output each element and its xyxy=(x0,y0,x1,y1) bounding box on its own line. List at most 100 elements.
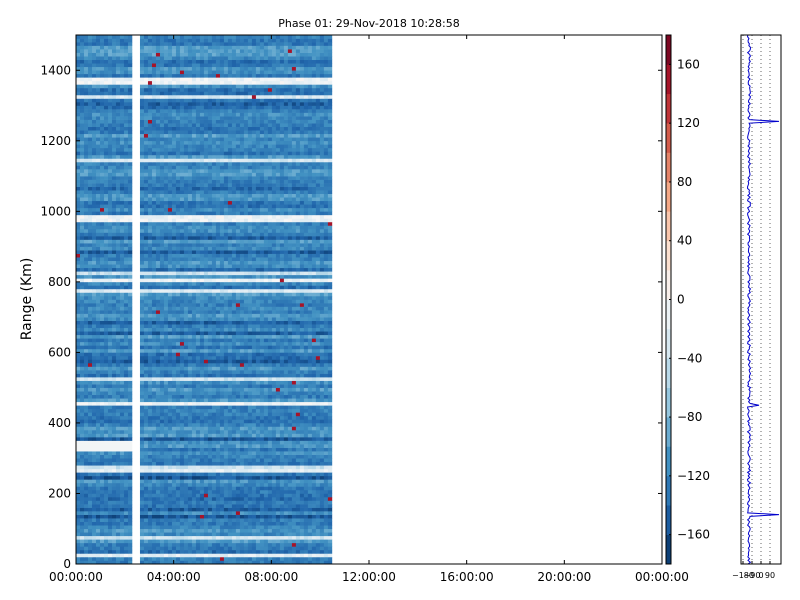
heatmap-cell xyxy=(127,380,133,385)
heatmap-cell xyxy=(275,310,281,314)
heatmap-cell xyxy=(235,521,241,526)
heatmap-cell xyxy=(159,355,165,360)
heatmap-cell xyxy=(207,331,213,336)
heatmap-cell xyxy=(195,475,201,480)
heatmap-cell xyxy=(283,391,289,396)
heatmap-cell xyxy=(311,468,317,473)
heatmap-cell xyxy=(84,320,89,325)
heatmap-cell xyxy=(175,451,181,455)
heatmap-cell xyxy=(231,444,237,448)
heatmap-cell xyxy=(243,324,249,329)
heatmap-cell xyxy=(263,437,269,441)
heatmap-cell xyxy=(303,437,309,441)
heatmap-cell xyxy=(167,362,173,367)
heatmap-cell xyxy=(275,507,281,512)
heatmap-cell xyxy=(239,352,245,357)
heatmap-cell xyxy=(159,521,165,526)
heatmap-cell xyxy=(103,334,109,339)
heatmap-cell xyxy=(207,370,213,374)
heatmap-cell xyxy=(111,549,117,554)
heatmap-cell xyxy=(95,398,101,403)
heatmap-cell xyxy=(103,405,109,410)
heatmap-cell xyxy=(80,472,85,477)
heatmap-cell xyxy=(207,348,213,353)
heatmap-cell xyxy=(219,458,225,463)
heatmap-cell xyxy=(251,288,257,293)
heatmap-cell xyxy=(271,331,277,336)
heatmap-cell xyxy=(303,359,309,364)
heatmap-cell xyxy=(279,359,285,364)
heatmap-cell xyxy=(163,504,169,508)
heatmap-cell xyxy=(283,546,289,551)
heatmap-cell xyxy=(84,281,89,286)
heatmap-cell xyxy=(323,398,329,403)
heatmap-cell xyxy=(211,405,217,410)
heatmap-cell xyxy=(143,454,149,459)
heatmap-cell xyxy=(211,327,217,332)
heatmap-cell xyxy=(267,377,273,381)
heatmap-cell xyxy=(255,338,261,343)
heatmap-cell xyxy=(223,504,229,508)
heatmap-cell xyxy=(159,394,165,399)
heatmap-cell xyxy=(307,556,313,561)
heatmap-cell xyxy=(215,380,221,385)
heatmap-cell xyxy=(247,507,253,512)
heatmap-cell xyxy=(307,338,313,343)
heatmap-cell xyxy=(247,412,253,417)
heatmap-cell xyxy=(303,303,309,307)
heatmap-cell xyxy=(311,303,317,307)
heatmap-cell xyxy=(159,310,165,314)
heatmap-cell xyxy=(151,542,157,547)
heatmap-cell xyxy=(263,408,269,413)
heatmap-cell xyxy=(199,475,205,480)
heatmap-cell xyxy=(195,482,201,487)
heatmap-cell xyxy=(287,415,293,420)
heatmap-cell xyxy=(323,338,329,343)
heatmap-cell xyxy=(263,546,269,551)
heatmap-cell xyxy=(119,440,125,445)
heatmap-cell xyxy=(171,458,177,463)
heatmap-cell xyxy=(179,394,185,399)
heatmap-cell xyxy=(303,401,309,406)
heatmap-cell xyxy=(151,419,157,424)
heatmap-cell xyxy=(279,306,285,311)
heatmap-cell xyxy=(175,295,181,300)
heatmap-cell xyxy=(311,444,317,448)
heatmap-cell xyxy=(163,518,169,522)
heatmap-cell xyxy=(175,426,181,431)
heatmap-cell xyxy=(255,285,261,290)
heatmap-cell xyxy=(319,504,325,508)
heatmap-cell xyxy=(76,440,81,445)
heatmap-cell xyxy=(231,380,237,385)
heatmap-cell xyxy=(91,444,97,448)
heatmap-cell xyxy=(259,444,265,448)
heatmap-cell xyxy=(279,521,285,526)
heatmap-cell xyxy=(163,560,169,565)
heatmap-cell xyxy=(235,281,241,286)
heatmap-cell xyxy=(255,384,261,388)
heatmap-cell xyxy=(295,324,301,329)
heatmap-cell xyxy=(311,458,317,463)
heatmap-cell xyxy=(159,362,165,367)
heatmap-cell xyxy=(191,444,197,448)
heatmap-cell xyxy=(76,496,81,501)
heatmap-cell xyxy=(95,285,101,290)
heatmap-cell xyxy=(139,542,145,547)
heatmap-cell xyxy=(199,528,205,533)
heatmap-cell xyxy=(103,366,109,371)
heatmap-cell xyxy=(159,426,165,431)
heatmap-cell xyxy=(231,384,237,388)
heatmap-cell xyxy=(103,451,109,455)
heatmap-cell xyxy=(123,451,129,455)
heatmap-cell xyxy=(159,292,165,297)
heatmap-cell xyxy=(247,422,253,427)
heatmap-cell xyxy=(115,401,121,406)
heatmap-cell xyxy=(291,412,297,417)
heatmap-cell xyxy=(175,546,181,551)
heatmap-cell xyxy=(223,373,229,378)
heatmap-cell xyxy=(327,451,333,455)
heatmap-cell xyxy=(311,489,317,494)
heatmap-cell xyxy=(203,451,209,455)
heatmap-cell xyxy=(319,401,325,406)
heatmap-cell xyxy=(119,327,125,332)
